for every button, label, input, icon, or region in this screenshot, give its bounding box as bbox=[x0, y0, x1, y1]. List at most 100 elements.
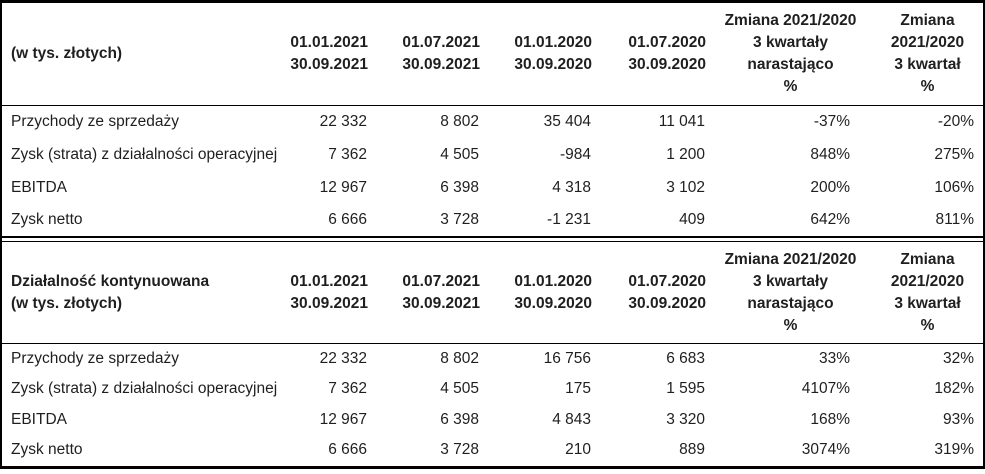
table-summary: (w tys. złotych) 01.01.2021 30.09.2021 0… bbox=[2, 3, 983, 238]
value-cell: 16 756 bbox=[543, 350, 591, 367]
table-row: Zysk (strata) z działalności operacyjnej… bbox=[2, 374, 983, 405]
value-cell: 3 728 bbox=[440, 211, 479, 228]
header-line: % bbox=[783, 77, 798, 95]
value-cell: 4107% bbox=[801, 380, 850, 398]
row-label: Zysk netto bbox=[11, 211, 83, 228]
header-line: Zmiana 2021/2020 bbox=[724, 11, 857, 29]
col-header-period-1: 01.01.2021 30.09.2021 bbox=[285, 3, 371, 106]
header-line: 3 kwartał bbox=[894, 294, 961, 312]
value-cell: 409 bbox=[679, 211, 705, 228]
col-header-period-4: 01.07.2020 30.09.2020 bbox=[595, 3, 709, 106]
caption-line: Działalność kontynuowana bbox=[11, 272, 210, 290]
header-line: 30.09.2020 bbox=[628, 294, 706, 312]
value-cell: 3 728 bbox=[440, 441, 479, 459]
col-header-period-2: 01.07.2021 30.09.2021 bbox=[371, 3, 483, 106]
row-label: Zysk netto bbox=[11, 441, 83, 459]
value-cell: 889 bbox=[679, 441, 705, 459]
value-cell: 319% bbox=[934, 441, 974, 459]
header-line: Zmiana 2021/2020 bbox=[724, 250, 857, 268]
caption-line: (w tys. złotych) bbox=[11, 44, 123, 62]
header-line: % bbox=[920, 77, 935, 95]
header-line: narastająco bbox=[747, 294, 834, 312]
header-line: Zmiana bbox=[900, 11, 955, 29]
value-cell: 4 505 bbox=[440, 145, 479, 163]
value-cell: 106% bbox=[934, 178, 974, 196]
header-line: 01.07.2020 bbox=[628, 272, 706, 290]
table-summary-caption: (w tys. złotych) bbox=[2, 3, 285, 106]
row-label: EBITDA bbox=[11, 178, 67, 196]
header-line: narastająco bbox=[747, 55, 834, 73]
col-header-period-2: 01.07.2021 30.09.2021 bbox=[371, 241, 483, 344]
value-cell: 6 683 bbox=[666, 350, 705, 367]
table-row: Przychody ze sprzedaży 22 332 8 802 16 7… bbox=[2, 344, 983, 375]
value-cell: 1 595 bbox=[666, 380, 705, 398]
caption-line: (w tys. złotych) bbox=[11, 294, 123, 312]
table-row: EBITDA 12 967 6 398 4 318 3 102 200% 106… bbox=[2, 171, 983, 204]
header-line: % bbox=[783, 316, 798, 334]
value-cell: 4 318 bbox=[552, 178, 591, 196]
col-header-period-1: 01.01.2021 30.09.2021 bbox=[285, 241, 371, 344]
value-cell: 1 200 bbox=[666, 145, 705, 163]
value-cell: 168% bbox=[810, 410, 850, 428]
value-cell: 200% bbox=[810, 178, 850, 196]
row-label: Przychody ze sprzedaży bbox=[11, 350, 179, 367]
value-cell: 182% bbox=[934, 380, 974, 398]
value-cell: 11 041 bbox=[658, 112, 705, 130]
header-line: 3 kwartały bbox=[753, 33, 828, 51]
col-header-period-3: 01.01.2020 30.09.2020 bbox=[483, 3, 595, 106]
value-cell: 12 967 bbox=[319, 178, 367, 196]
value-cell: 175 bbox=[565, 380, 591, 398]
table-row: Zysk netto 6 666 3 728 -1 231 409 642% 8… bbox=[2, 204, 983, 237]
value-cell: 22 332 bbox=[319, 112, 367, 130]
header-line: 3 kwartały bbox=[753, 272, 828, 290]
row-label: Zysk (strata) z działalności operacyjnej bbox=[11, 145, 278, 163]
table-summary-header-row: (w tys. złotych) 01.01.2021 30.09.2021 0… bbox=[2, 3, 983, 106]
header-line: 01.07.2021 bbox=[402, 272, 480, 290]
header-line: % bbox=[920, 316, 935, 334]
header-line: 30.09.2020 bbox=[514, 55, 592, 73]
table-continued-operations: Działalność kontynuowana (w tys. złotych… bbox=[2, 241, 983, 466]
value-cell: 6 398 bbox=[440, 410, 479, 428]
value-cell: 3074% bbox=[801, 441, 850, 459]
header-line: 2021/2020 bbox=[890, 33, 965, 51]
value-cell: 7 362 bbox=[328, 380, 367, 398]
value-cell: -20% bbox=[937, 112, 974, 130]
value-cell: 811% bbox=[935, 211, 975, 228]
row-label: Przychody ze sprzedaży bbox=[11, 112, 179, 130]
col-header-period-3: 01.01.2020 30.09.2020 bbox=[483, 241, 595, 344]
header-line: 3 kwartał bbox=[894, 55, 961, 73]
header-line: 30.09.2020 bbox=[514, 294, 592, 312]
col-header-period-4: 01.07.2020 30.09.2020 bbox=[595, 241, 709, 344]
value-cell: 8 802 bbox=[440, 112, 479, 130]
value-cell: 8 802 bbox=[440, 350, 479, 367]
value-cell: 32% bbox=[942, 350, 974, 367]
header-line: 30.09.2021 bbox=[402, 55, 480, 73]
value-cell: 12 967 bbox=[319, 410, 367, 428]
header-line: 01.01.2020 bbox=[514, 33, 592, 51]
value-cell: 848% bbox=[810, 145, 850, 163]
value-cell: 3 102 bbox=[666, 178, 705, 196]
col-header-change-ytd: Zmiana 2021/2020 3 kwartały narastająco … bbox=[709, 3, 872, 106]
header-line: 01.01.2021 bbox=[290, 272, 368, 290]
value-cell: -37% bbox=[813, 112, 850, 130]
header-line: 01.01.2020 bbox=[514, 272, 592, 290]
value-cell: 3 320 bbox=[666, 410, 705, 428]
table-continued-caption: Działalność kontynuowana (w tys. złotych… bbox=[2, 241, 285, 344]
value-cell: 22 332 bbox=[319, 350, 367, 367]
header-line: 01.01.2021 bbox=[290, 33, 368, 51]
value-cell: 6 666 bbox=[328, 441, 367, 459]
value-cell: 4 505 bbox=[440, 380, 479, 398]
value-cell: 210 bbox=[565, 441, 591, 459]
header-line: 2021/2020 bbox=[890, 272, 965, 290]
header-line: 30.09.2020 bbox=[628, 55, 706, 73]
value-cell: -1 231 bbox=[547, 211, 591, 228]
value-cell: 4 843 bbox=[552, 410, 591, 428]
header-line: 30.09.2021 bbox=[290, 294, 368, 312]
value-cell: 93% bbox=[942, 410, 974, 428]
col-header-change-ytd: Zmiana 2021/2020 3 kwartały narastająco … bbox=[709, 241, 872, 344]
header-line: 01.07.2020 bbox=[628, 33, 706, 51]
value-cell: -984 bbox=[559, 145, 591, 163]
value-cell: 6 666 bbox=[328, 211, 367, 228]
table-row: EBITDA 12 967 6 398 4 843 3 320 168% 93% bbox=[2, 405, 983, 436]
